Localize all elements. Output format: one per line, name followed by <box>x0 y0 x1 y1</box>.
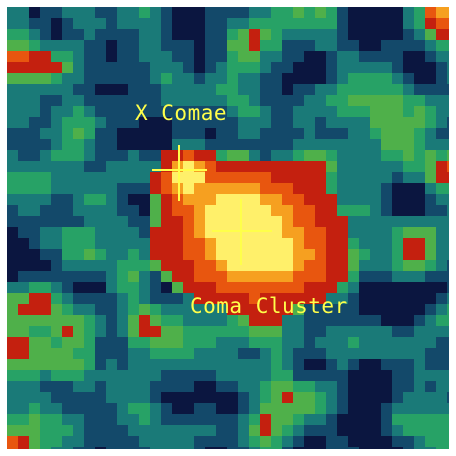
x-ray-sky-image <box>7 7 449 449</box>
